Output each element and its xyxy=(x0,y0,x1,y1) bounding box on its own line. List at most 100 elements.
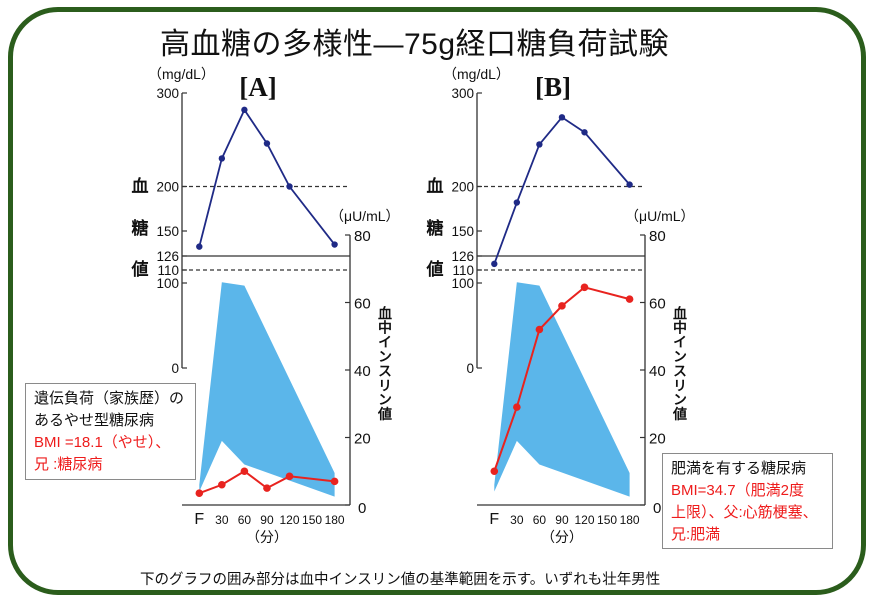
time-axis-title: （分） xyxy=(246,529,288,545)
case-a-note-line: 遺伝負荷（家族歴）の xyxy=(34,390,185,407)
insulin-unit-label: （μU/mL） xyxy=(330,208,400,224)
glucose-axis-title-char: 値 xyxy=(131,259,149,279)
glucose-point xyxy=(491,260,498,268)
insulin-tick-label: 60 xyxy=(649,296,666,313)
insulin-reference-band xyxy=(494,282,630,497)
insulin-tick-label: 40 xyxy=(649,363,666,380)
time-axis-title: （分） xyxy=(541,529,583,545)
glucose-point xyxy=(286,183,293,190)
panel-title: [A] xyxy=(239,72,276,102)
insulin-point xyxy=(513,403,521,411)
insulin-point xyxy=(580,283,589,292)
case-b-note-line: 上限）、父:心筋梗塞、 xyxy=(671,504,818,521)
time-tick-label: F xyxy=(194,511,204,528)
case-b-note-box: 肥満を有する糖尿病 BMI=34.7（肥満2度 上限）、父:心筋梗塞、 兄:肥満 xyxy=(662,453,833,549)
insulin-axis-title: 血中インスリン値 xyxy=(377,306,393,422)
time-tick-label: 60 xyxy=(533,513,547,527)
case-b-note-line: 兄:肥満 xyxy=(671,526,721,543)
insulin-tick-label: 80 xyxy=(354,228,371,245)
glucose-tick-label: 110 xyxy=(157,263,179,278)
glucose-point xyxy=(581,129,588,136)
time-tick-label: 120 xyxy=(279,513,299,527)
glucose-tick-label: 126 xyxy=(156,249,179,264)
time-tick-label: 150 xyxy=(597,513,617,527)
time-tick-label: 120 xyxy=(574,513,594,527)
glucose-tick-label: 200 xyxy=(451,180,474,195)
glucose-tick-label: 0 xyxy=(171,361,179,376)
time-tick-label: 30 xyxy=(215,513,229,527)
insulin-point xyxy=(625,295,634,303)
glucose-point xyxy=(196,243,203,250)
panel-title: [B] xyxy=(535,72,571,102)
glucose-tick-label: 100 xyxy=(451,276,474,291)
glucose-line xyxy=(493,116,631,265)
insulin-line xyxy=(493,286,630,472)
glucose-point xyxy=(558,114,566,121)
glucose-point xyxy=(626,181,633,188)
insulin-tick-label: 0 xyxy=(358,500,366,517)
glucose-tick-label: 300 xyxy=(156,86,179,101)
insulin-reference-band xyxy=(199,282,335,497)
insulin-point xyxy=(263,484,271,492)
insulin-point xyxy=(218,480,226,489)
case-a-note-box: 遺伝負荷（家族歴）の あるやせ型糖尿病 BMI =18.1（やせ）、 兄 :糖尿… xyxy=(25,383,196,480)
glucose-axis-title-char: 値 xyxy=(426,259,444,279)
glucose-line xyxy=(198,107,336,247)
glucose-point xyxy=(331,241,338,248)
glucose-tick-label: 0 xyxy=(466,361,474,376)
time-tick-label: 180 xyxy=(325,513,345,527)
insulin-point xyxy=(240,467,249,476)
insulin-point xyxy=(490,467,499,476)
glucose-point xyxy=(218,155,226,162)
glucose-tick-label: 300 xyxy=(451,86,474,101)
time-tick-label: 30 xyxy=(510,513,524,527)
slide-title: 高血糖の多様性—75g経口糖負荷試験 xyxy=(160,28,670,61)
case-b-note-line: 肥満を有する糖尿病 xyxy=(671,460,807,477)
glucose-axis-title-char: 糖 xyxy=(132,218,149,238)
glucose-axis-title-char: 血 xyxy=(132,176,149,196)
glucose-tick-label: 150 xyxy=(451,224,474,239)
insulin-tick-label: 60 xyxy=(354,296,371,313)
glucose-tick-label: 100 xyxy=(156,276,179,291)
insulin-unit-label: （μU/mL） xyxy=(625,208,695,224)
insulin-tick-label: 0 xyxy=(653,500,661,517)
insulin-tick-label: 20 xyxy=(354,431,371,448)
glucose-point xyxy=(513,199,521,206)
time-tick-label: 90 xyxy=(260,513,274,527)
footnote: 下のグラフの囲み部分は血中インスリン値の基準範囲を示す。いずれも壮年男性 xyxy=(140,572,661,588)
glucose-point xyxy=(536,141,543,148)
slide-frame xyxy=(8,7,866,595)
glucose-tick-label: 150 xyxy=(156,224,179,239)
glucose-tick-label: 110 xyxy=(452,263,474,278)
case-b-note-line: BMI=34.7（肥満2度 xyxy=(671,482,804,499)
glucose-tick-label: 126 xyxy=(451,249,474,264)
case-a-note-line: あるやせ型糖尿病 xyxy=(34,412,155,429)
insulin-point xyxy=(330,477,339,486)
insulin-point xyxy=(558,302,566,310)
insulin-tick-label: 40 xyxy=(354,363,371,380)
glucose-axis-title-char: 糖 xyxy=(427,218,444,238)
glucose-tick-label: 200 xyxy=(156,180,179,195)
insulin-tick-label: 80 xyxy=(649,228,666,245)
case-a-note-line: 兄 :糖尿病 xyxy=(34,456,103,473)
time-tick-label: 90 xyxy=(555,513,569,527)
time-tick-label: F xyxy=(489,511,499,528)
insulin-axis-title: 血中インスリン値 xyxy=(672,306,688,422)
time-tick-label: 180 xyxy=(620,513,640,527)
glucose-axis-title-char: 血 xyxy=(427,176,444,196)
time-tick-label: 150 xyxy=(302,513,322,527)
insulin-tick-label: 20 xyxy=(649,431,666,448)
case-a-note-line: BMI =18.1（やせ）、 xyxy=(34,434,171,451)
insulin-point xyxy=(535,325,544,334)
insulin-line xyxy=(198,470,335,495)
glucose-unit-label: （mg/dL） xyxy=(148,66,215,82)
glucose-point xyxy=(263,140,271,147)
glucose-point xyxy=(241,106,248,114)
insulin-point xyxy=(285,472,294,481)
glucose-unit-label: （mg/dL） xyxy=(443,66,510,82)
time-tick-label: 60 xyxy=(238,513,252,527)
